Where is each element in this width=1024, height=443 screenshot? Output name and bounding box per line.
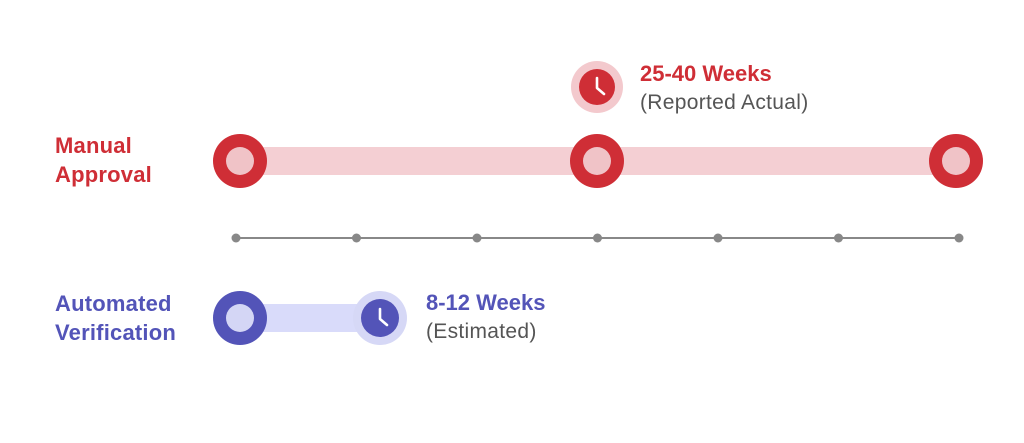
clock-icon xyxy=(353,291,407,345)
automated-verification-label: Automated Verification xyxy=(55,289,176,347)
axis-tick-dot xyxy=(593,233,602,243)
manual-end-milestone xyxy=(929,134,983,188)
axis-tick-dot xyxy=(472,233,482,243)
automated-verification-label-line2: Verification xyxy=(55,320,176,345)
manual-approval-label-line2: Approval xyxy=(55,162,152,187)
automated-duration-subtitle: (Estimated) xyxy=(426,320,537,343)
axis-tick-dot xyxy=(834,233,843,243)
automated-start-milestone xyxy=(213,291,267,345)
axis-tick-dot xyxy=(352,233,361,243)
manual-start-milestone xyxy=(213,134,267,188)
manual-duration-title: 25-40 Weeks xyxy=(640,61,772,86)
manual-approval-label-line1: Manual xyxy=(55,133,132,158)
clock-icon xyxy=(571,61,623,113)
manual-mid-milestone xyxy=(570,134,624,188)
axis-ticks xyxy=(231,233,964,243)
automated-duration-title: 8-12 Weeks xyxy=(426,290,546,315)
axis-tick-dot xyxy=(954,233,964,243)
manual-duration-subtitle: (Reported Actual) xyxy=(640,91,809,114)
axis-tick-dot xyxy=(231,233,241,243)
manual-approval-label: Manual Approval xyxy=(55,131,152,189)
axis-tick-dot xyxy=(713,233,723,243)
automated-verification-label-line1: Automated xyxy=(55,291,172,316)
